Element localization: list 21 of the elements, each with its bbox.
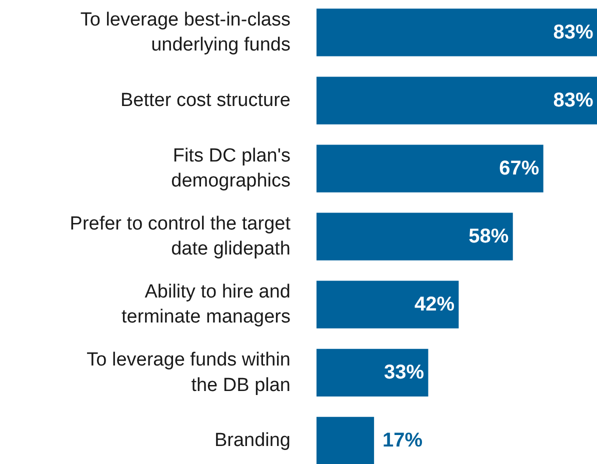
- data-label: 42%: [414, 294, 455, 316]
- bar: [316, 280, 459, 328]
- bar: [316, 8, 597, 56]
- bar: [316, 144, 544, 192]
- bar: [316, 76, 597, 124]
- y-tick-label: Better cost structure: [120, 90, 291, 112]
- data-label: 67%: [499, 158, 540, 180]
- data-label: 83%: [553, 21, 594, 44]
- bar: [316, 348, 428, 396]
- data-label: 83%: [553, 90, 594, 112]
- y-tick-label: Prefer to control the target date glidepath: [70, 213, 292, 260]
- bar: [316, 416, 374, 464]
- data-label: 33%: [384, 362, 424, 384]
- bar: [316, 212, 513, 260]
- y-tick-label: Ability to hire and terminate managers: [122, 282, 291, 328]
- y-tick-label: Branding: [214, 430, 291, 452]
- y-tick-label: Fits DC plan's demographics: [171, 145, 290, 192]
- y-tick-label: To leverage best-in-class underlying funds: [80, 9, 291, 56]
- data-label: 58%: [468, 226, 509, 248]
- data-label: 17%: [382, 430, 423, 452]
- y-tick-label: To leverage funds within the DB plan: [86, 350, 291, 396]
